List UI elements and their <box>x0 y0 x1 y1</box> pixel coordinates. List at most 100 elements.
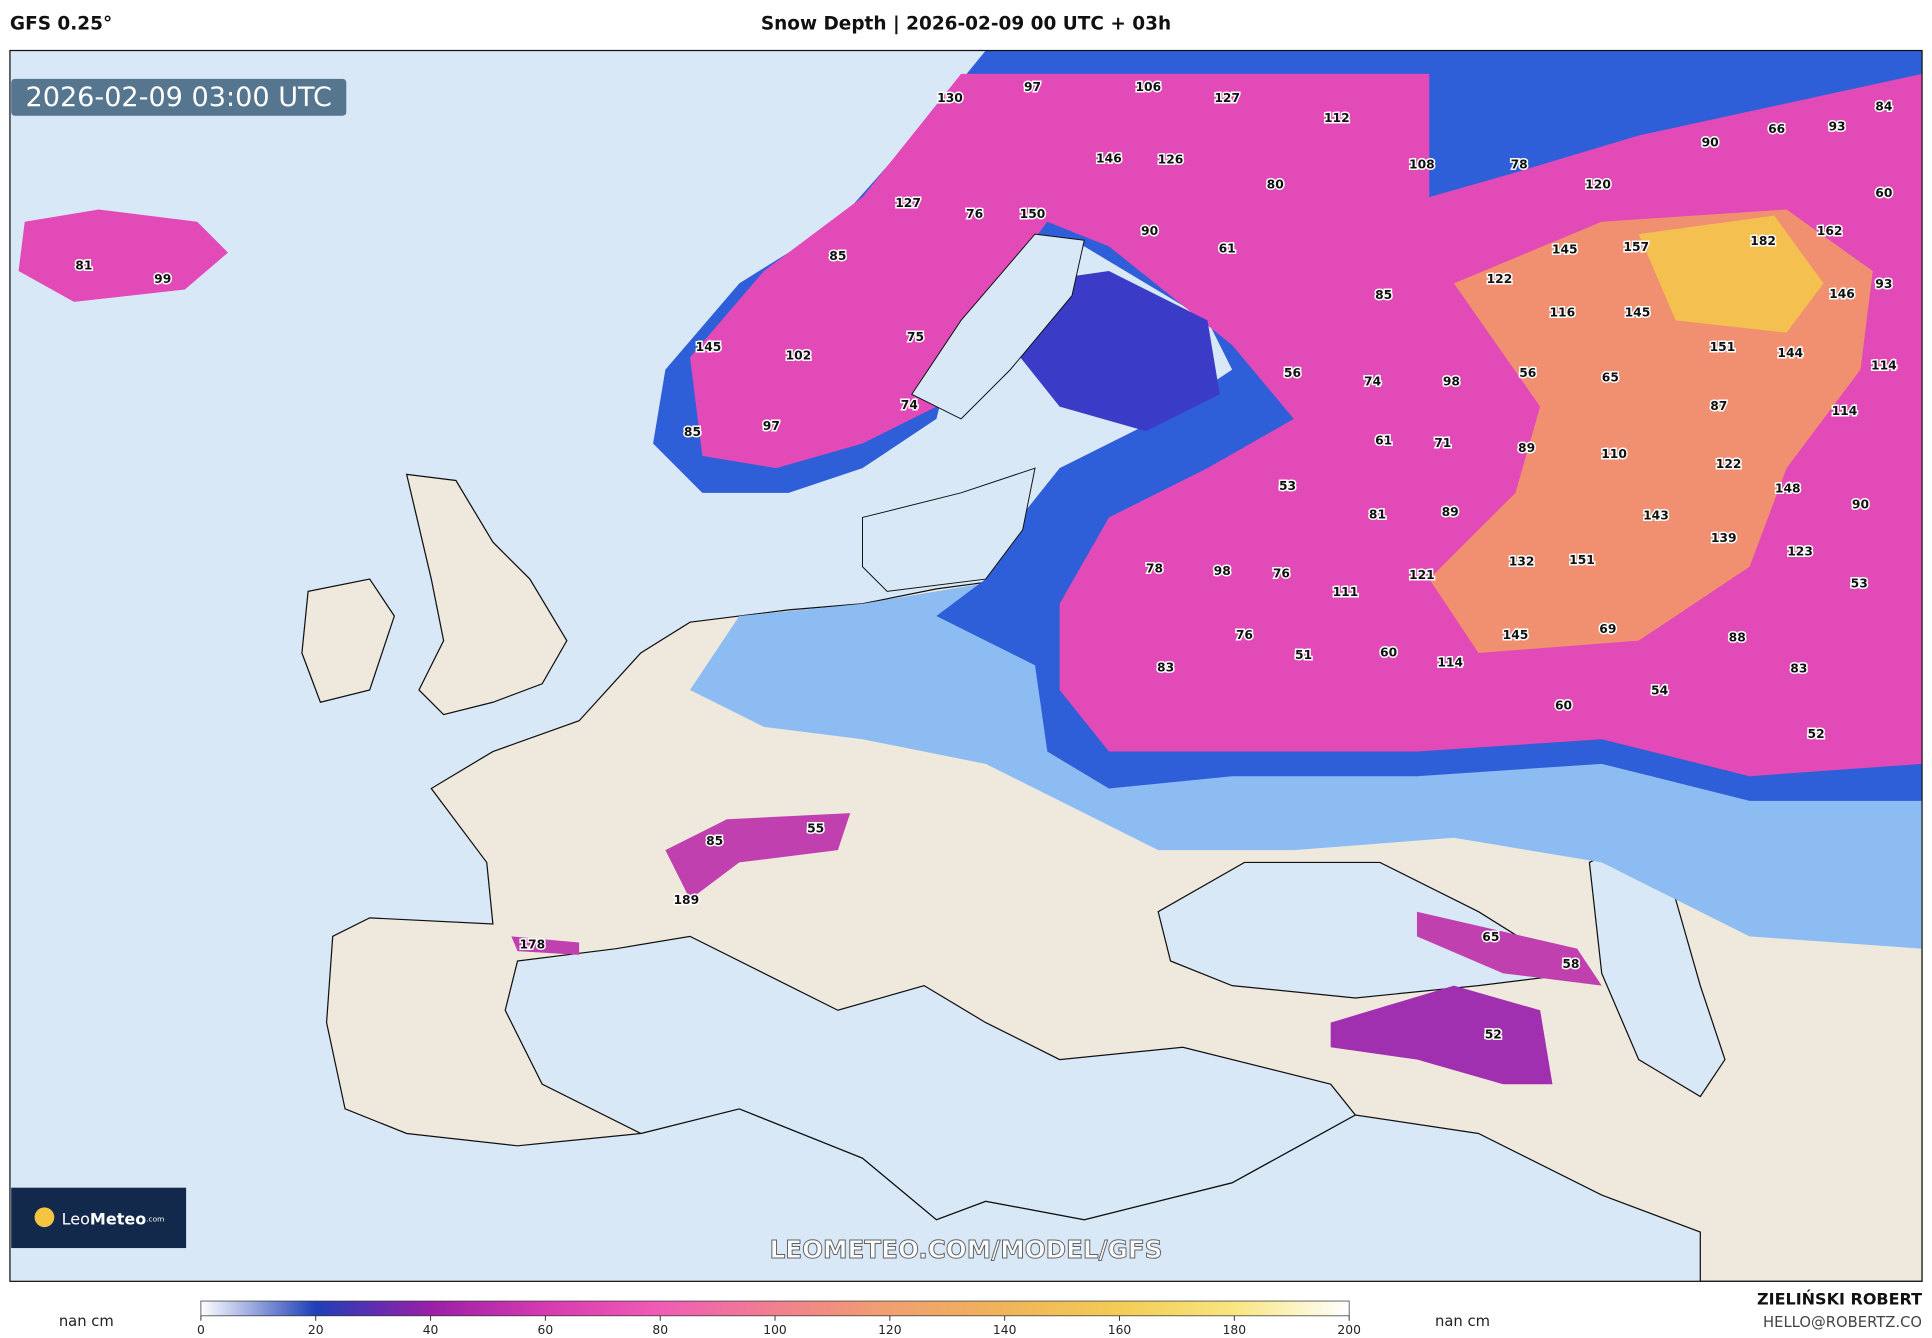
watermark: LEOMETEO.COM/MODEL/GFS <box>770 1235 1163 1264</box>
snow-depth-label: 150 <box>1020 207 1046 221</box>
colorbar-tick-label: 60 <box>538 1323 554 1337</box>
snow-depth-label: 78 <box>1511 158 1528 172</box>
snow-depth-label: 90 <box>1141 224 1158 238</box>
snow-depth-label: 145 <box>696 340 722 354</box>
snow-depth-label: 123 <box>1787 544 1813 558</box>
colorbar-tick-label: 180 <box>1223 1323 1247 1337</box>
snow-depth-label: 54 <box>1651 684 1668 698</box>
snow-depth-label: 145 <box>1503 628 1529 642</box>
snow-depth-label: 114 <box>1871 358 1897 372</box>
snow-depth-labels: 81 99 130 97 106 127 112 146 126 108 78 80 120 90 66 93… <box>74 78 1898 1042</box>
snow-depth-label: 55 <box>807 822 824 836</box>
logo-suffix: .com <box>146 1215 164 1224</box>
logo-sun <box>34 1207 55 1228</box>
snow-depth-label: 56 <box>1519 366 1536 380</box>
nan-label-left: nan cm <box>59 1313 114 1330</box>
snow-depth-label: 56 <box>1284 366 1301 380</box>
snow-depth-label: 178 <box>519 937 545 951</box>
snow-depth-label: 60 <box>1875 186 1892 200</box>
snow-depth-label: 52 <box>1808 727 1825 741</box>
snow-depth-label: 182 <box>1750 234 1776 248</box>
snow-depth-label: 58 <box>1562 957 1579 971</box>
snow-depth-label: 157 <box>1623 240 1649 254</box>
logo-text: LeoMeteo.com <box>62 1209 165 1228</box>
snow-depth-label: 98 <box>1443 374 1460 388</box>
snow-anatolia <box>1330 985 1553 1085</box>
snow-depth-label: 60 <box>1380 645 1397 659</box>
sea-bothnia <box>911 233 1085 420</box>
snow-depth-label: 106 <box>1135 80 1161 94</box>
snow-depth-label: 53 <box>1851 576 1868 590</box>
colorbar-tick-label: 100 <box>763 1323 787 1337</box>
snow-depth-label: 80 <box>1267 177 1284 191</box>
snow-depth-label: 65 <box>1602 371 1619 385</box>
snow-depth-label: 110 <box>1601 447 1627 461</box>
snow-depth-label: 151 <box>1569 553 1595 567</box>
colorbar-tick-label: 40 <box>423 1323 439 1337</box>
snow-depth-label: 90 <box>1702 135 1719 149</box>
colorbar-tick-label: 0 <box>197 1323 205 1337</box>
snow-depth-label: 97 <box>1024 80 1041 94</box>
sea-mediterranean <box>504 935 1357 1221</box>
author: ZIELIŃSKI ROBERT <box>1757 1289 1922 1308</box>
snow-depth-label: 60 <box>1555 698 1572 712</box>
snow-depth-label: 69 <box>1599 622 1616 636</box>
map: 81 99 130 97 106 127 112 146 126 108 78 80 120 90 66 93… <box>9 50 1923 1282</box>
snow-depth-label: 145 <box>1552 243 1578 257</box>
snow-depth-label: 83 <box>1157 660 1174 674</box>
snow-depth-label: 108 <box>1409 158 1435 172</box>
colorbar <box>200 1300 1350 1317</box>
snow-depth-label: 88 <box>1729 631 1746 645</box>
snow-depth-label: 66 <box>1768 122 1785 136</box>
snow-iceland <box>18 209 229 302</box>
map-title: Snow Depth | 2026-02-09 00 UTC + 03h <box>761 14 1171 35</box>
snow-depth-label: 162 <box>1817 224 1843 238</box>
snow-depth-label: 81 <box>1369 507 1386 521</box>
snow-depth-label: 85 <box>706 834 723 848</box>
snow-depth-label: 132 <box>1509 554 1535 568</box>
land-britain <box>405 473 568 716</box>
snow-depth-label: 61 <box>1375 434 1392 448</box>
snow-depth-label: 74 <box>901 398 918 412</box>
snow-depth-label: 76 <box>966 207 983 221</box>
email: HELLO@ROBERTZ.CO <box>1763 1314 1922 1331</box>
model-name: GFS 0.25° <box>10 14 112 35</box>
snow-depth-label: 90 <box>1852 498 1869 512</box>
snow-depth-label: 139 <box>1711 531 1737 545</box>
snow-depth-label: 85 <box>1375 288 1392 302</box>
snow-depth-label: 89 <box>1518 441 1535 455</box>
snow-depth-label: 52 <box>1485 1027 1502 1041</box>
snow-depth-label: 143 <box>1643 509 1669 523</box>
snow-depth-label: 76 <box>1273 567 1290 581</box>
snow-depth-label: 122 <box>1487 272 1513 286</box>
snow-depth-label: 87 <box>1710 399 1727 413</box>
snow-depth-label: 114 <box>1832 404 1858 418</box>
colorbar-tick-label: 140 <box>993 1323 1017 1337</box>
logo-bold: Meteo <box>90 1209 146 1228</box>
snow-depth-label: 75 <box>907 330 924 344</box>
logo: LeoMeteo.com <box>11 1187 187 1249</box>
snow-depth-label: 65 <box>1482 930 1499 944</box>
snow-depth-label: 121 <box>1409 568 1435 582</box>
snow-depth-label: 78 <box>1146 562 1163 576</box>
snow-depth-label: 102 <box>786 349 812 363</box>
snow-caucasus <box>1416 911 1602 986</box>
nan-label-right: nan cm <box>1435 1313 1490 1330</box>
snow-pyrenees <box>511 936 580 955</box>
snow-depth-label: 83 <box>1790 662 1807 676</box>
snow-depth-label: 122 <box>1716 457 1742 471</box>
sea-black <box>1157 861 1579 999</box>
snow-depth-label: 93 <box>1875 277 1892 291</box>
colorbar-tick-label: 200 <box>1337 1323 1361 1337</box>
snow-depth-label: 189 <box>673 893 699 907</box>
sea-baltic <box>862 467 1036 592</box>
colorbar-tick-label: 20 <box>308 1323 324 1337</box>
time-badge <box>11 78 347 116</box>
colorbar-tick-label: 120 <box>878 1323 902 1337</box>
snow-depth-label: 71 <box>1434 436 1451 450</box>
snow-depth-label: 111 <box>1333 585 1359 599</box>
snow-alps <box>665 813 851 900</box>
colorbar-tick-label: 160 <box>1108 1323 1132 1337</box>
snow-depth-label: 144 <box>1777 346 1803 360</box>
